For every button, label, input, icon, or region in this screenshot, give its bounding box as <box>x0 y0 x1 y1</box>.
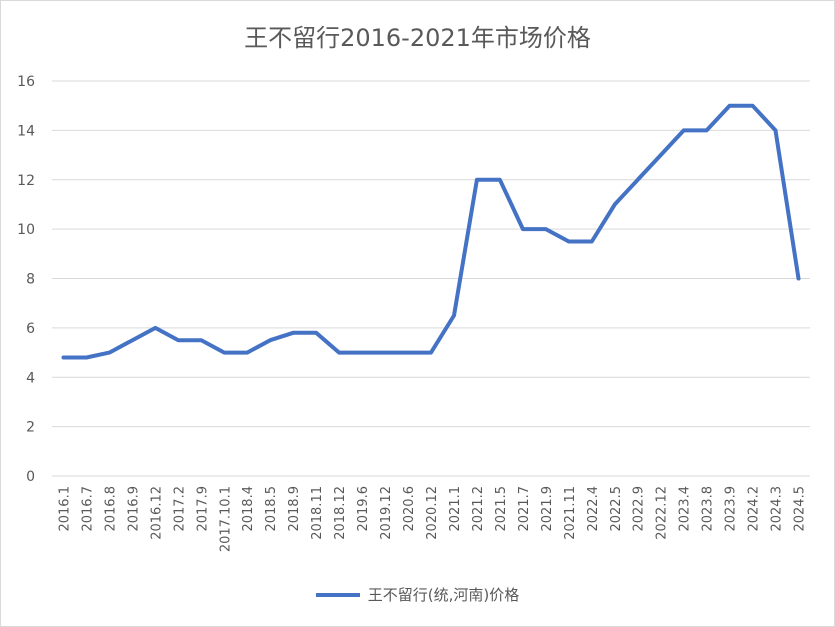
x-tick-label: 2023.4 <box>678 486 693 532</box>
series-line <box>61 103 801 360</box>
x-tick-label: 2018.12 <box>333 486 348 540</box>
x-tick-label: 2020.6 <box>402 486 417 532</box>
x-tick-label: 2018.4 <box>241 486 256 532</box>
x-tick-label: 2021.9 <box>540 486 555 532</box>
x-tick-label: 2016.8 <box>103 486 118 532</box>
y-tick-label: 14 <box>17 123 35 139</box>
x-tick-label: 2024.2 <box>747 486 762 532</box>
x-tick-label: 2016.12 <box>149 486 164 540</box>
x-tick-label: 2021.11 <box>563 486 578 540</box>
x-tick-label: 2016.7 <box>80 486 95 532</box>
y-tick-label: 2 <box>26 420 35 436</box>
x-tick-label: 2016.9 <box>126 486 141 532</box>
y-tick-label: 10 <box>17 222 35 238</box>
y-tick-label: 6 <box>26 321 35 337</box>
x-tick-label: 2022.4 <box>586 486 601 532</box>
x-axis-ticks: 2016.1 2016.7 2016.8 2016.9 2016.12 2017.2 201… <box>57 486 807 552</box>
x-tick-label: 2018.5 <box>264 486 279 532</box>
y-tick-label: 0 <box>26 469 35 485</box>
x-tick-label: 2018.11 <box>310 486 325 540</box>
x-tick-label: 2021.1 <box>448 486 463 532</box>
x-tick-label: 2021.5 <box>494 486 509 532</box>
gridlines <box>52 80 810 477</box>
y-tick-label: 8 <box>26 272 35 288</box>
y-tick-label: 4 <box>26 370 35 386</box>
x-tick-label: 2022.9 <box>632 486 647 532</box>
chart-title: 王不留行2016-2021年市场价格 <box>244 24 591 52</box>
x-tick-label: 2018.9 <box>287 486 302 532</box>
legend: 王不留行(统,河南)价格 <box>0 584 835 605</box>
x-tick-label: 2023.8 <box>701 486 716 532</box>
legend-label: 王不留行(统,河南)价格 <box>367 586 520 604</box>
x-tick-label: 2021.2 <box>471 486 486 532</box>
x-tick-label: 2021.7 <box>517 486 532 532</box>
x-tick-label: 2022.5 <box>609 486 624 532</box>
x-tick-label: 2016.1 <box>57 486 72 532</box>
y-tick-label: 16 <box>17 74 35 90</box>
x-tick-label: 2024.3 <box>770 486 785 532</box>
x-tick-label: 2017.2 <box>172 486 187 532</box>
legend-swatch <box>315 592 360 597</box>
x-tick-label: 2017.9 <box>195 486 210 532</box>
x-tick-label: 2020.12 <box>425 486 440 540</box>
x-tick-label: 2023.9 <box>724 486 739 532</box>
x-tick-label: 2022.12 <box>655 486 670 540</box>
y-axis-ticks: 0 2 4 6 8 10 12 14 16 <box>17 74 35 485</box>
x-tick-label: 2017.10.1 <box>218 486 233 552</box>
x-tick-label: 2019.12 <box>379 486 394 540</box>
x-tick-label: 2024.5 <box>793 486 808 532</box>
x-tick-label: 2019.6 <box>356 486 371 532</box>
y-tick-label: 12 <box>17 173 35 189</box>
